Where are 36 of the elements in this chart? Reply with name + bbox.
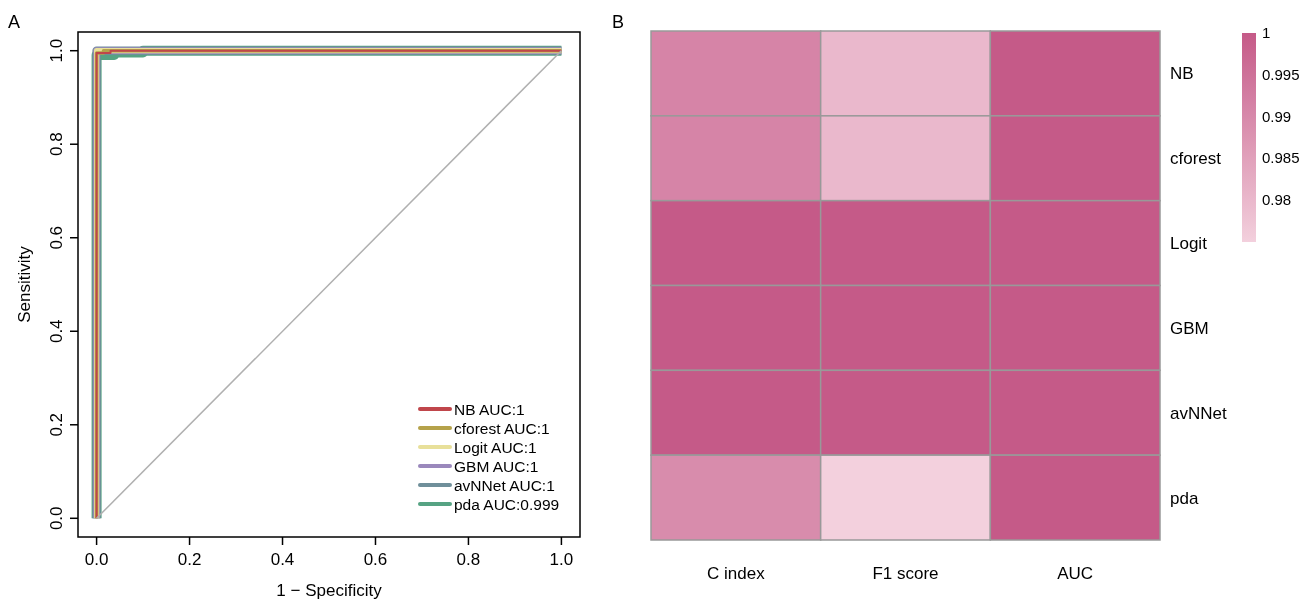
color-bar-label: 1	[1262, 24, 1271, 41]
x-axis-title: 1 − Specificity	[276, 581, 383, 600]
color-bar-label: 0.985	[1262, 149, 1300, 167]
y-tick-label: 0.0	[47, 506, 66, 531]
y-tick-label: NB	[1170, 64, 1194, 84]
legend-label: avNNet AUC:1	[454, 477, 555, 494]
y-tick-label: 0.6	[47, 225, 66, 250]
x-tick-label: AUC	[1057, 564, 1094, 583]
chart-title: B	[612, 12, 625, 32]
color-bar-label: 0.99	[1262, 107, 1292, 125]
x-tick-label: 0.6	[363, 550, 388, 569]
y-tick-label: pda	[1170, 488, 1199, 508]
y-tick-label: 0.4	[47, 319, 66, 344]
color-bar-label: 0.98	[1262, 191, 1292, 209]
legend-label: pda AUC:0.999	[454, 496, 560, 513]
y-tick-label: 1.0	[47, 38, 66, 63]
y-tick-label: avNNet	[1170, 403, 1227, 423]
y-tick-label: cforest	[1170, 149, 1222, 169]
y-axis-title: Sensitivity	[15, 245, 34, 323]
x-tick-label: 0.0	[84, 550, 109, 569]
chart-title: A	[8, 12, 21, 32]
color-bar-label: 0.995	[1262, 65, 1300, 83]
x-tick-label: 1.0	[549, 550, 574, 569]
y-tick-label: Logit	[1170, 234, 1208, 254]
legend-label: NB AUC:1	[454, 401, 525, 418]
x-tick-label: 0.8	[456, 550, 481, 569]
legend-label: Logit AUC:1	[454, 439, 537, 456]
legend-label: GBM AUC:1	[454, 458, 539, 475]
x-tick-label: 0.4	[270, 550, 295, 569]
y-tick-label: GBM	[1170, 318, 1209, 338]
x-tick-label: F1 score	[872, 564, 939, 583]
x-tick-label: 0.2	[177, 550, 202, 569]
y-tick-label: 0.2	[47, 412, 66, 437]
y-tick-label: 0.8	[47, 132, 66, 157]
legend-label: cforest AUC:1	[454, 420, 550, 437]
x-tick-label: C index	[707, 564, 766, 583]
